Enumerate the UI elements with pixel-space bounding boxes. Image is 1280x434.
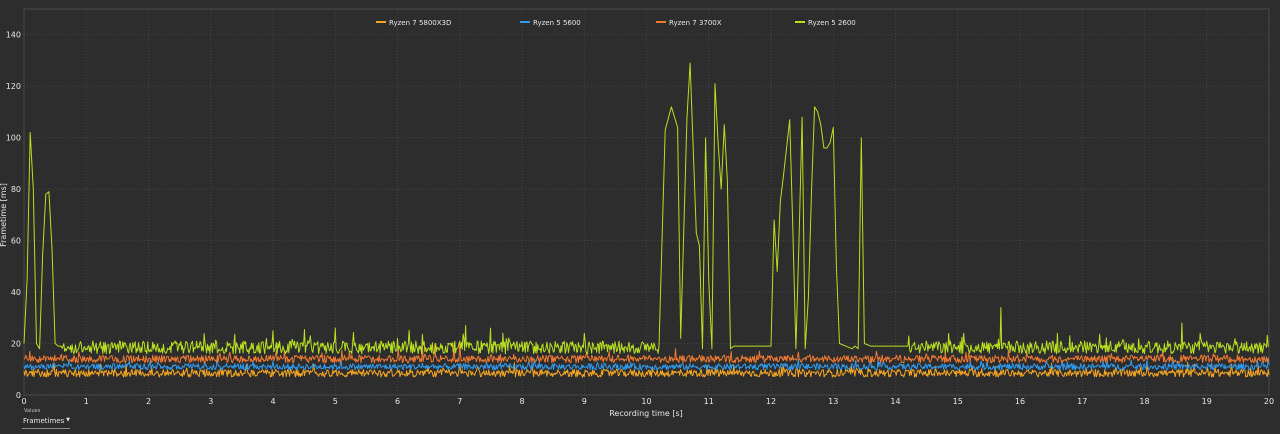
series-line-2 [23, 340, 1270, 364]
x-axis-label: Recording time [s] [609, 409, 683, 418]
x-tick-label: 18 [1139, 397, 1149, 406]
values-control: Values Frametimes ▼ [22, 407, 82, 434]
x-tick-label: 2 [146, 397, 151, 406]
dropdown-value: Frametimes [23, 417, 65, 425]
series-lines [23, 62, 1270, 378]
series-line-0 [23, 361, 1270, 378]
x-tick-label: 1 [84, 397, 89, 406]
x-tick-label: 17 [1077, 397, 1087, 406]
x-tick-label: 20 [1264, 397, 1274, 406]
y-axis-ticks: 0 20 40 60 80 100 120 140 [6, 31, 21, 400]
x-tick-label: 5 [333, 397, 338, 406]
y-axis-label: Frametime [ms] [0, 183, 8, 247]
x-tick-label: 7 [457, 397, 462, 406]
series-line-3 [23, 62, 1270, 355]
x-tick-label: 19 [1202, 397, 1212, 406]
y-tick-label: 140 [6, 31, 21, 40]
y-tick-label: 80 [11, 185, 21, 194]
x-tick-label: 12 [766, 397, 776, 406]
legend: Ryzen 7 5800X3D Ryzen 5 5600 Ryzen 7 3700X… [376, 19, 856, 27]
x-tick-label: 4 [270, 397, 275, 406]
x-tick-label: 16 [1015, 397, 1025, 406]
series-line-1 [23, 357, 1270, 371]
values-caption: Values [24, 408, 41, 414]
chevron-down-icon: ▼ [66, 417, 70, 423]
y-tick-label: 100 [6, 134, 21, 143]
legend-entry: Ryzen 7 5800X3D [389, 19, 451, 27]
legend-entry: Ryzen 5 5600 [533, 19, 581, 27]
x-tick-label: 15 [953, 397, 963, 406]
x-tick-label: 9 [582, 397, 587, 406]
x-tick-label: 3 [208, 397, 213, 406]
y-tick-label: 0 [16, 391, 21, 400]
y-tick-label: 20 [11, 340, 21, 349]
x-tick-label: 14 [890, 397, 900, 406]
y-tick-label: 120 [6, 82, 21, 91]
grid-lines [23, 8, 1270, 396]
frametimes-dropdown[interactable]: Frametimes ▼ [22, 416, 70, 429]
y-tick-label: 60 [11, 237, 21, 246]
x-tick-label: 13 [828, 397, 838, 406]
y-tick-label: 40 [11, 288, 21, 297]
x-tick-label: 11 [704, 397, 714, 406]
legend-entry: Ryzen 7 3700X [669, 19, 722, 27]
x-tick-label: 8 [519, 397, 524, 406]
legend-entry: Ryzen 5 2600 [808, 19, 856, 27]
x-tick-label: 10 [641, 397, 651, 406]
x-tick-label: 6 [395, 397, 400, 406]
x-axis-ticks: 0 1 2 3 4 5 6 7 8 9 10 11 12 13 14 15 16 17 18 19 20 [21, 397, 1274, 406]
x-tick-label: 0 [21, 397, 26, 406]
